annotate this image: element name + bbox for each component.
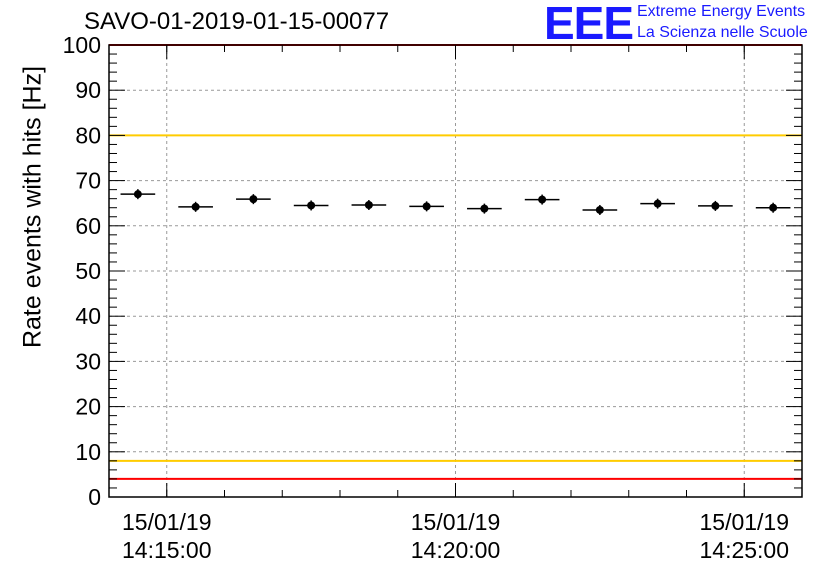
y-tick-label: 90 (75, 77, 101, 103)
data-point (191, 202, 200, 211)
y-tick-label: 80 (75, 122, 101, 148)
y-tick-label: 10 (75, 439, 101, 465)
data-point (133, 190, 142, 199)
axes (108, 44, 803, 498)
x-tick-time: 14:25:00 (699, 537, 789, 563)
x-tick-date: 15/01/19 (122, 509, 212, 535)
chart-title: SAVO-01-2019-01-15-00077 (84, 8, 390, 35)
logo-line-2: La Scienza nelle Scuole (637, 24, 808, 41)
y-tick-label: 0 (88, 484, 101, 510)
y-tick-labels: 0 10 20 30 40 50 60 70 80 90 100 (63, 32, 101, 510)
x-tick-time: 14:20:00 (411, 537, 501, 563)
y-tick-label: 60 (75, 213, 101, 239)
data-point (480, 204, 489, 213)
y-tick-label: 50 (75, 258, 101, 284)
plot-frame (108, 44, 803, 498)
data-point (249, 195, 258, 204)
x-tick-date: 15/01/19 (411, 509, 501, 535)
data-point (307, 201, 316, 210)
eee-logo: EEE (544, 0, 634, 49)
y-tick-label: 40 (75, 303, 101, 329)
y-tick-label: 100 (63, 32, 101, 58)
data-point (769, 203, 778, 212)
data-point (364, 201, 373, 210)
data-point (422, 202, 431, 211)
x-tick-date: 15/01/19 (699, 509, 789, 535)
y-tick-label: 70 (75, 168, 101, 194)
x-tick-time: 14:15:00 (122, 537, 212, 563)
data-point (538, 195, 547, 204)
grid (109, 45, 802, 497)
data-points (120, 189, 791, 215)
y-tick-label: 30 (75, 348, 101, 374)
data-point (653, 199, 662, 208)
logo-line-1: Extreme Energy Events (637, 3, 806, 20)
x-tick-labels: 15/01/1914:15:0015/01/1914:20:0015/01/19… (122, 509, 789, 563)
data-point (595, 205, 604, 214)
y-tick-label: 20 (75, 394, 101, 420)
data-point (711, 201, 720, 210)
